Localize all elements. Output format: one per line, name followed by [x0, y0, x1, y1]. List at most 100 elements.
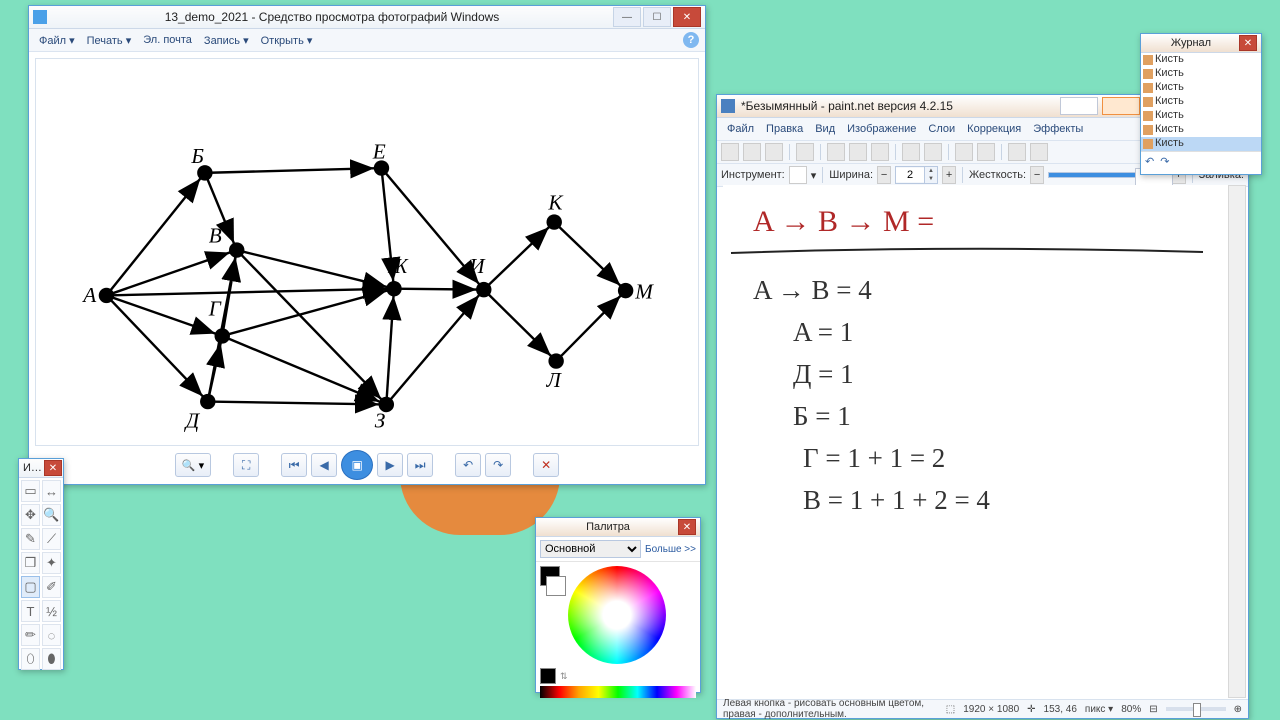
close-button[interactable]: ✕	[1239, 35, 1257, 51]
close-button[interactable]: ✕	[673, 7, 701, 27]
palette-title: Палитра	[540, 521, 676, 533]
tool-button[interactable]: ◌	[42, 624, 61, 646]
status-unit[interactable]: пикс ▾	[1085, 704, 1113, 715]
deselect-icon[interactable]	[924, 143, 942, 161]
copy-icon[interactable]	[849, 143, 867, 161]
open-icon[interactable]	[743, 143, 761, 161]
menu-burn[interactable]: Запись ▾	[200, 32, 253, 49]
prev-button[interactable]: ◀	[311, 453, 337, 477]
palette-arrows-icon[interactable]: ⇅	[560, 671, 568, 682]
undo-icon[interactable]: ↶	[1145, 155, 1154, 168]
palette-titlebar[interactable]: Палитра ✕	[536, 518, 700, 537]
history-item[interactable]: Кисть	[1141, 67, 1261, 81]
menu-effects[interactable]: Эффекты	[1029, 121, 1087, 137]
tool-button[interactable]: ✐	[42, 576, 61, 598]
maximize-button[interactable]: ☐	[643, 7, 671, 27]
tool-button[interactable]: ▭	[21, 480, 40, 502]
vertical-scrollbar[interactable]	[1228, 185, 1246, 698]
current-color-swatch[interactable]	[540, 668, 556, 684]
history-item[interactable]: Кисть	[1141, 53, 1261, 67]
save-icon[interactable]	[765, 143, 783, 161]
next-button[interactable]: ▶	[377, 453, 403, 477]
last-button[interactable]: ⏭	[407, 453, 433, 477]
minimize-button[interactable]: —	[613, 7, 641, 27]
menu-open[interactable]: Открыть ▾	[257, 32, 317, 49]
tool-button[interactable]: ✦	[42, 552, 61, 574]
svg-text:А: А	[81, 283, 97, 307]
crop-icon[interactable]	[902, 143, 920, 161]
history-item[interactable]: Кисть	[1141, 95, 1261, 109]
history-item[interactable]: Кисть	[1141, 137, 1261, 151]
history-titlebar[interactable]: Журнал ✕	[1141, 34, 1261, 53]
tools-window: И… ✕ ▭↔✥🔍✎⟋❒✦▢✐T½✏◌⬯⬮	[18, 458, 64, 670]
menu-file[interactable]: Файл	[723, 121, 758, 137]
zoom-control[interactable]: 🔍 ▾	[175, 453, 211, 477]
menu-view[interactable]: Вид	[811, 121, 839, 137]
history-item[interactable]: Кисть	[1141, 81, 1261, 95]
tool-label: Инструмент:	[721, 169, 785, 181]
tool-button[interactable]: ✏	[21, 624, 40, 646]
photo-viewer-titlebar[interactable]: 13_demo_2021 - Средство просмотра фотогр…	[29, 6, 705, 29]
paste-icon[interactable]	[871, 143, 889, 161]
paintnet-canvas[interactable]: A → B → M = A → B = 4A = 1Д = 1Б = 1Г = …	[723, 185, 1228, 698]
doc-thumb-active[interactable]	[1102, 97, 1140, 115]
print-icon[interactable]	[796, 143, 814, 161]
zoom-out-icon[interactable]: ⊟	[1149, 704, 1157, 715]
doc-thumb[interactable]	[1060, 97, 1098, 115]
palette-mode-select[interactable]: Основной	[540, 540, 641, 558]
tool-button[interactable]: ½	[42, 600, 61, 622]
ruler-icon[interactable]	[1030, 143, 1048, 161]
tool-button[interactable]: T	[21, 600, 40, 622]
tool-button[interactable]: ✎	[21, 528, 40, 550]
menu-adjust[interactable]: Коррекция	[963, 121, 1025, 137]
new-icon[interactable]	[721, 143, 739, 161]
palette-more-link[interactable]: Больше >>	[645, 544, 696, 555]
handwriting-red: A → B → M =	[753, 205, 934, 239]
menu-email[interactable]: Эл. почта	[139, 32, 196, 48]
tool-button[interactable]: ✥	[21, 504, 40, 526]
fit-button[interactable]: ⛶	[233, 453, 259, 477]
menu-image[interactable]: Изображение	[843, 121, 920, 137]
history-item[interactable]: Кисть	[1141, 109, 1261, 123]
undo-icon[interactable]	[955, 143, 973, 161]
history-item[interactable]: Кисть	[1141, 123, 1261, 137]
tool-button[interactable]: ↔	[42, 480, 61, 502]
svg-text:З: З	[375, 409, 386, 433]
rotate-left-button[interactable]: ↶	[455, 453, 481, 477]
tools-titlebar[interactable]: И… ✕	[19, 459, 63, 478]
menu-print[interactable]: Печать ▾	[83, 32, 136, 49]
first-button[interactable]: ⏮	[281, 453, 307, 477]
menu-layers[interactable]: Слои	[924, 121, 959, 137]
grid-icon[interactable]	[1008, 143, 1026, 161]
width-input[interactable]: ▲▼	[895, 166, 938, 184]
tool-button[interactable]: ❒	[21, 552, 40, 574]
handwriting-line: A → B = 4	[753, 269, 990, 311]
paintnet-window: *Безымянный - paint.net версия 4.2.15 ▾ …	[716, 94, 1249, 719]
swatch-pair[interactable]	[540, 566, 562, 664]
color-strip[interactable]	[540, 686, 696, 698]
width-label: Ширина:	[829, 169, 873, 181]
color-wheel[interactable]	[568, 566, 666, 664]
close-button[interactable]: ✕	[44, 460, 62, 476]
menu-edit[interactable]: Правка	[762, 121, 807, 137]
help-icon[interactable]: ?	[683, 32, 699, 48]
redo-icon[interactable]: ↷	[1160, 155, 1169, 168]
redo-icon[interactable]	[977, 143, 995, 161]
app-icon	[33, 10, 47, 24]
tool-button[interactable]: ⬯	[21, 648, 40, 670]
slideshow-button[interactable]: ▣	[341, 450, 373, 480]
delete-button[interactable]: ✕	[533, 453, 559, 477]
svg-text:М: М	[634, 279, 654, 303]
handwriting-line: Д = 1	[753, 353, 990, 395]
cut-icon[interactable]	[827, 143, 845, 161]
tool-button[interactable]: ⬮	[42, 648, 61, 670]
menu-file[interactable]: Файл ▾	[35, 32, 79, 49]
tool-button[interactable]: 🔍	[42, 504, 61, 526]
zoom-in-icon[interactable]: ⊕	[1234, 704, 1242, 715]
handwriting-line: B = 1 + 1 + 2 = 4	[753, 479, 990, 521]
brush-icon[interactable]	[789, 166, 807, 184]
rotate-right-button[interactable]: ↷	[485, 453, 511, 477]
tool-button[interactable]: ▢	[21, 576, 40, 598]
tool-button[interactable]: ⟋	[42, 528, 61, 550]
close-button[interactable]: ✕	[678, 519, 696, 535]
